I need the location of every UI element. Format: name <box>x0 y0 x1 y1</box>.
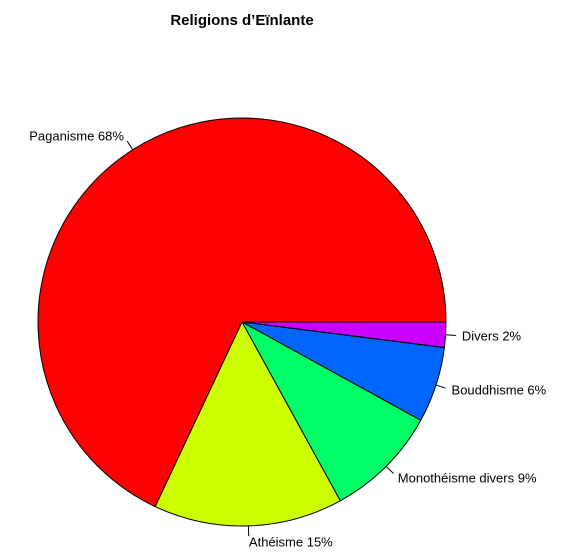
chart-title: Religions d’Eïnlante <box>170 12 313 29</box>
pie-slice-atheisme-15 <box>154 320 341 527</box>
pie-labels: Divers 2% Bouddhisme 6% Monothéisme divers… <box>29 128 546 549</box>
leader-line-monotheisme-divers-9 <box>385 465 394 474</box>
leader-line-divers-2 <box>445 334 456 336</box>
pie-slices <box>37 117 447 527</box>
slice-label-bouddhisme-6: Bouddhisme 6% <box>452 383 547 398</box>
slice-label-atheisme-15: Athéisme 15% <box>249 535 333 550</box>
leader-line-bouddhisme-6 <box>435 384 446 389</box>
slice-label-paganisme-68: Paganisme 68% <box>29 128 124 143</box>
leader-line-paganisme-68 <box>126 140 134 151</box>
slice-label-monotheisme-divers-9: Monothéisme divers 9% <box>398 470 537 485</box>
slice-label-divers-2: Divers 2% <box>462 328 522 343</box>
